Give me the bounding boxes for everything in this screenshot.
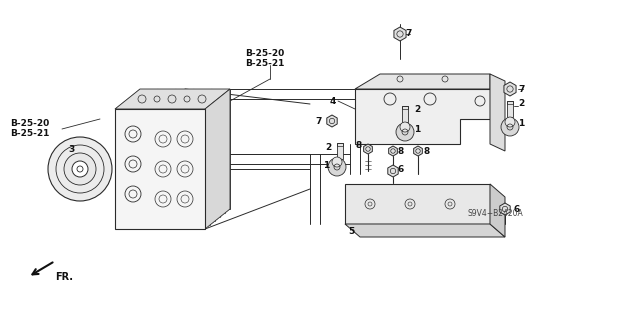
- Text: 7: 7: [316, 116, 322, 125]
- Bar: [507, 101, 513, 104]
- Polygon shape: [115, 89, 230, 109]
- Polygon shape: [500, 203, 510, 215]
- Circle shape: [505, 117, 515, 127]
- Bar: [337, 143, 343, 159]
- Circle shape: [332, 157, 342, 167]
- Polygon shape: [413, 146, 422, 156]
- Polygon shape: [490, 74, 505, 151]
- Text: B-25-20: B-25-20: [10, 120, 49, 129]
- Circle shape: [400, 122, 410, 132]
- Text: 2: 2: [414, 105, 420, 114]
- Bar: [115, 109, 205, 229]
- Polygon shape: [205, 89, 230, 229]
- Polygon shape: [364, 144, 372, 154]
- Text: S9V4−B2420A: S9V4−B2420A: [468, 210, 524, 219]
- Polygon shape: [490, 184, 505, 237]
- Polygon shape: [345, 184, 490, 224]
- Polygon shape: [504, 82, 516, 96]
- Text: 2: 2: [326, 143, 332, 152]
- Circle shape: [48, 137, 112, 201]
- Text: 3: 3: [68, 145, 74, 153]
- Circle shape: [64, 153, 96, 185]
- Text: 8: 8: [398, 146, 404, 155]
- Text: B-25-21: B-25-21: [10, 130, 49, 138]
- Circle shape: [328, 158, 346, 176]
- Text: 8: 8: [356, 142, 362, 151]
- Text: FR.: FR.: [55, 272, 73, 282]
- Text: 6: 6: [513, 204, 519, 213]
- Bar: [337, 143, 343, 146]
- Text: 1: 1: [323, 161, 329, 170]
- Text: B-25-20: B-25-20: [245, 49, 284, 58]
- Text: 8: 8: [423, 146, 429, 155]
- Polygon shape: [388, 165, 398, 177]
- Polygon shape: [355, 89, 490, 144]
- Circle shape: [72, 161, 88, 177]
- Bar: [402, 106, 408, 109]
- Text: 7: 7: [518, 85, 524, 93]
- Bar: [507, 101, 513, 117]
- Text: 1: 1: [414, 124, 420, 133]
- Text: 6: 6: [398, 165, 404, 174]
- Text: 7: 7: [405, 29, 412, 39]
- Polygon shape: [140, 89, 230, 209]
- Text: 5: 5: [348, 226, 355, 235]
- Text: 1: 1: [518, 120, 524, 129]
- Text: 4: 4: [330, 97, 336, 106]
- Text: B-25-21: B-25-21: [245, 60, 284, 69]
- Polygon shape: [394, 27, 406, 41]
- Polygon shape: [345, 224, 505, 237]
- Circle shape: [396, 123, 414, 141]
- Circle shape: [501, 118, 519, 136]
- Polygon shape: [327, 115, 337, 127]
- Text: 2: 2: [518, 100, 524, 108]
- Bar: [402, 106, 408, 122]
- Polygon shape: [388, 146, 397, 156]
- Polygon shape: [355, 74, 490, 89]
